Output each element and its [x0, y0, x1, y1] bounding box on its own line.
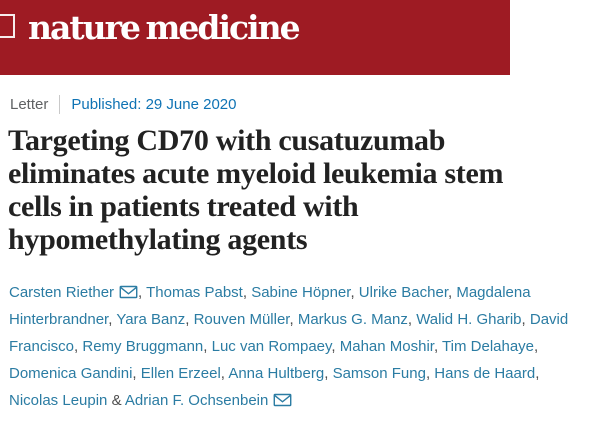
title-line: cells in patients treated with [8, 190, 359, 223]
author-separator: , [534, 338, 539, 355]
author-separator: , [447, 284, 457, 301]
author-separator: , [138, 284, 147, 301]
envelope-icon[interactable] [268, 392, 292, 409]
article-meta: Letter Published: 29 June 2020 [10, 95, 237, 114]
author-list: Carsten Riether, Thomas Pabst, Sabine Hö… [9, 279, 589, 414]
journal-banner: nature medicine [0, 0, 510, 75]
author-separator: , [185, 311, 194, 328]
author-separator: , [521, 311, 530, 328]
author-separator: , [242, 284, 252, 301]
author-link[interactable]: Rouven Müller [193, 311, 290, 328]
title-line: Targeting CD70 with cusatuzumab [8, 124, 446, 157]
author-link[interactable]: Luc van Rompaey [211, 338, 332, 355]
author-separator: , [324, 365, 333, 382]
author-link[interactable]: Sabine Höpner [251, 284, 351, 301]
author-link[interactable]: Adrian F. Ochsenbein [124, 392, 269, 409]
author-link[interactable]: Yara Banz [116, 311, 186, 328]
author-link[interactable]: Domenica Gandini [9, 365, 133, 382]
author-separator: , [108, 311, 117, 328]
author-link[interactable]: Remy Bruggmann [82, 338, 204, 355]
article-title: Targeting CD70 with cusatuzumab eliminat… [8, 124, 503, 256]
author-separator: , [535, 365, 540, 382]
article-type-label: Letter [10, 96, 49, 113]
author-separator: , [74, 338, 83, 355]
envelope-icon[interactable] [114, 284, 138, 301]
author-separator: , [203, 338, 212, 355]
author-link[interactable]: Nicolas Leupin [9, 392, 108, 409]
author-link[interactable]: Ulrike Bacher [358, 284, 448, 301]
author-separator: , [331, 338, 340, 355]
author-link[interactable]: Thomas Pabst [146, 284, 243, 301]
author-separator: , [350, 284, 359, 301]
author-link[interactable]: Tim Delahaye [442, 338, 535, 355]
author-link[interactable]: Magdalena Hinterbrandner [9, 284, 531, 328]
meta-divider [59, 95, 61, 114]
author-separator: , [425, 365, 435, 382]
author-link[interactable]: Hans de Haard [434, 365, 536, 382]
published-date-link[interactable]: Published: 29 June 2020 [71, 96, 237, 113]
author-separator: , [132, 365, 141, 382]
journal-logo[interactable]: nature medicine [28, 8, 301, 47]
logo-square-icon [0, 14, 15, 38]
author-link[interactable]: David Francisco [9, 311, 569, 355]
author-link[interactable]: Markus G. Manz [297, 311, 408, 328]
author-separator: , [220, 365, 229, 382]
author-link[interactable]: Ellen Erzeel [140, 365, 221, 382]
author-link[interactable]: Carsten Riether [9, 284, 115, 301]
title-line: hypomethylating agents [8, 223, 308, 256]
author-separator: & [107, 392, 125, 409]
author-separator: , [407, 311, 417, 328]
author-separator: , [289, 311, 298, 328]
author-link[interactable]: Walid H. Gharib [416, 311, 522, 328]
author-link[interactable]: Mahan Moshir [339, 338, 434, 355]
title-line: eliminates acute myeloid leukemia stem [8, 157, 504, 190]
author-link[interactable]: Anna Hultberg [228, 365, 325, 382]
author-separator: , [433, 338, 443, 355]
author-link[interactable]: Samson Fung [332, 365, 426, 382]
